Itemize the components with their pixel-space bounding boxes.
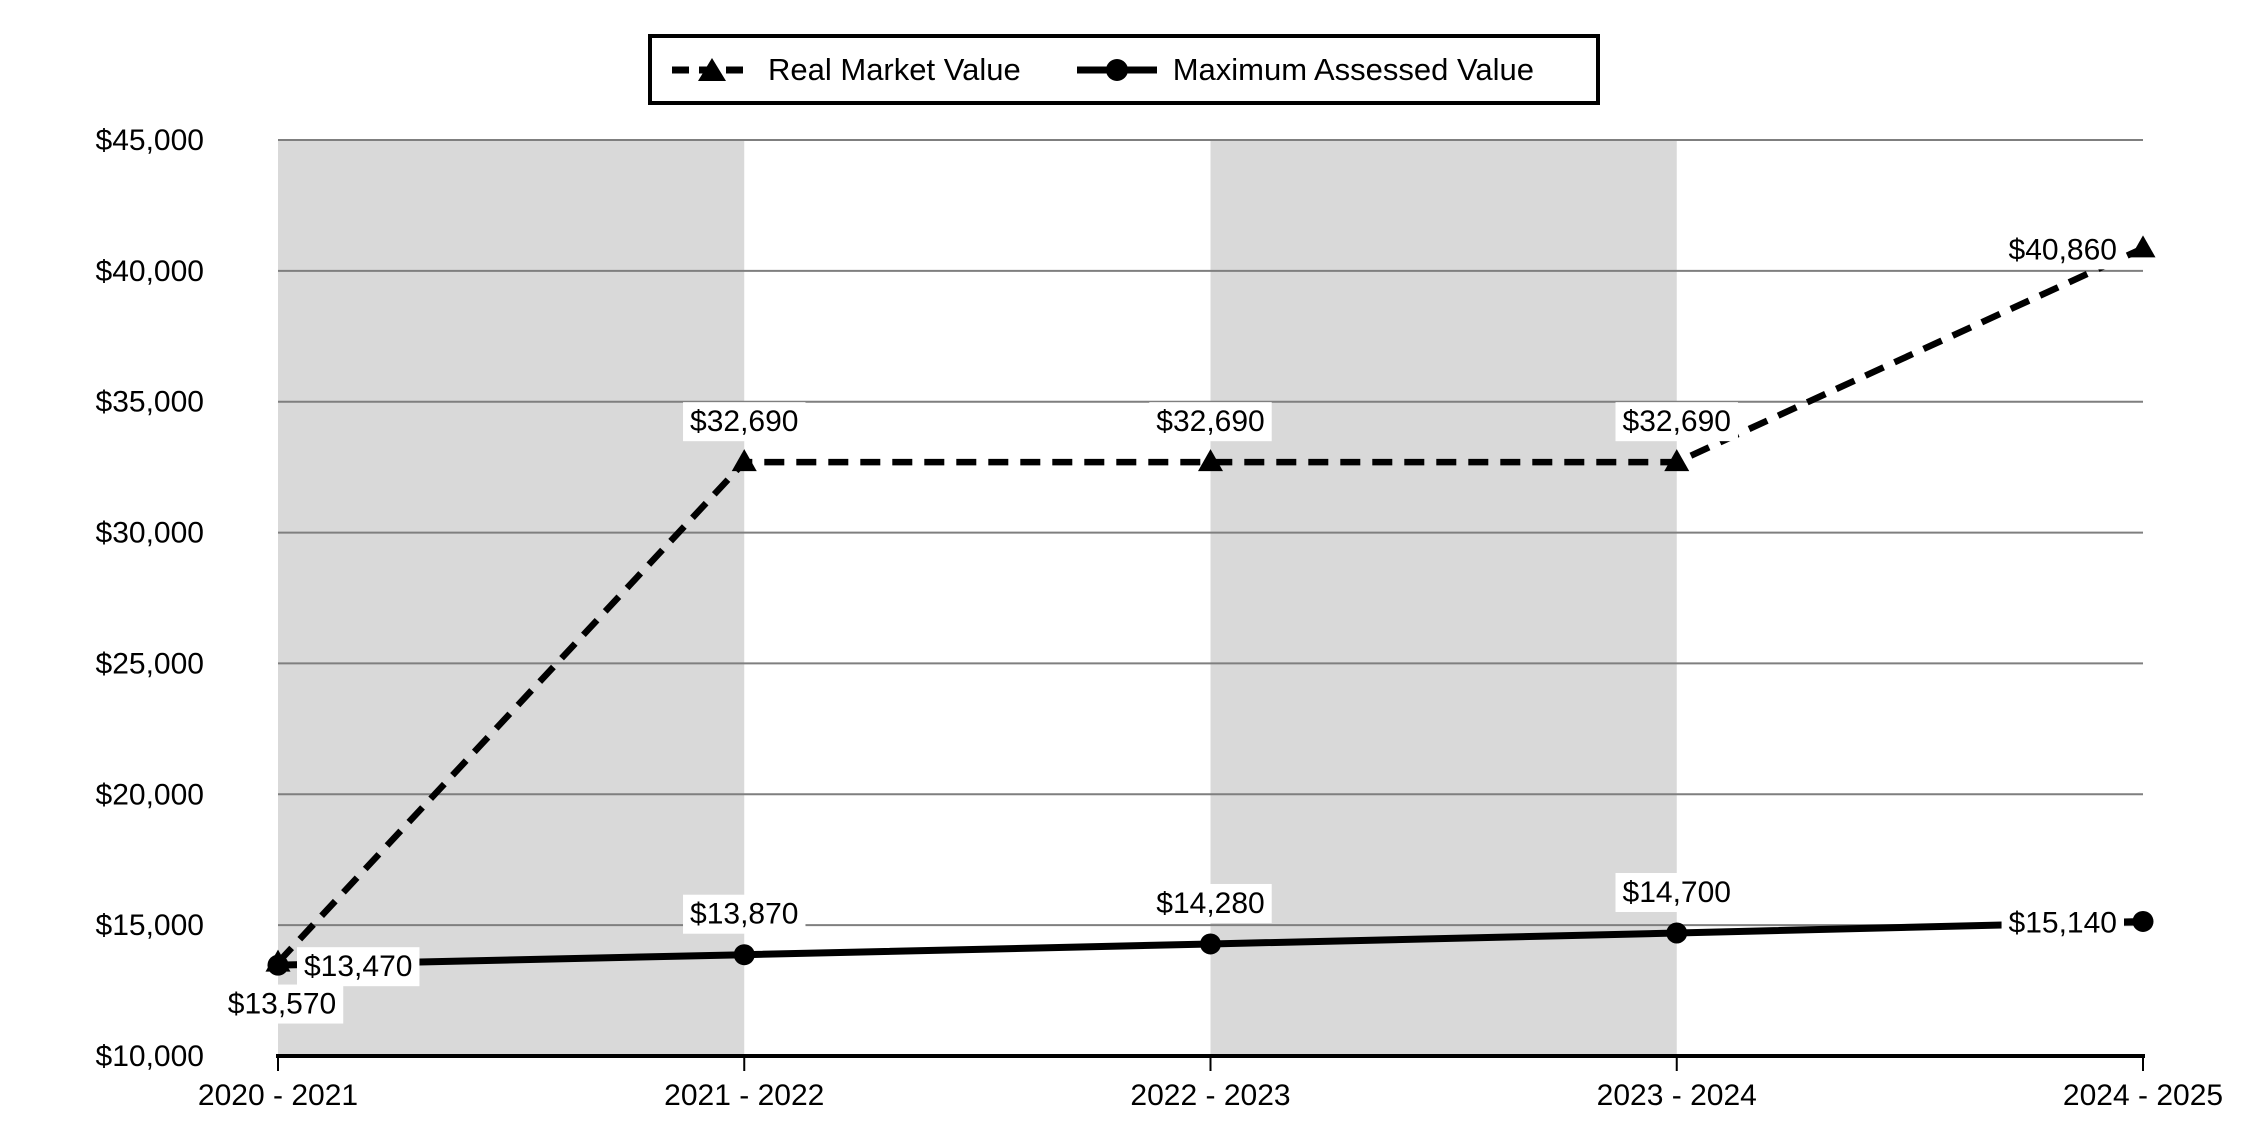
triangle-marker	[2130, 235, 2156, 258]
line-real-market-value	[275, 245, 2145, 965]
data-label-background	[297, 947, 420, 987]
y-tick-label: $15,000	[96, 909, 204, 942]
circle-marker	[2132, 910, 2154, 932]
y-tick-label: $30,000	[96, 517, 204, 550]
legend-label-maximum-assessed-value: Maximum Assessed Value	[1172, 51, 1534, 87]
x-tick-label: 2024 - 2025	[2063, 1079, 2223, 1112]
circle-marker	[1200, 933, 1221, 955]
y-tick-label: $45,000	[96, 124, 204, 157]
x-tick-label: 2022 - 2023	[1130, 1079, 1290, 1112]
legend-item-maximum-assessed-value: Maximum Assessed Value	[1076, 51, 1534, 88]
legend-label-real-market-value: Real Market Value	[768, 51, 1021, 87]
data-label-background	[683, 402, 806, 442]
data-label-background	[220, 984, 344, 1024]
x-axis-labels: 2020 - 2021 2021 - 2022 2022 - 2023 2023 - …	[198, 1079, 2223, 1112]
data-label: $15,140	[2009, 906, 2117, 939]
data-label: $32,690	[1156, 405, 1264, 438]
y-tick-label: $25,000	[96, 647, 204, 680]
y-tick-label: $40,000	[96, 255, 204, 288]
circle-marker	[1666, 922, 1688, 944]
triangle-marker	[731, 449, 757, 472]
data-label-background	[2001, 230, 2124, 270]
y-tick-label: $35,000	[96, 386, 204, 419]
x-axis	[276, 1054, 2145, 1071]
solid-circle-line-icon	[1076, 58, 1157, 81]
data-label: $13,870	[690, 898, 798, 931]
series-markers	[265, 235, 2156, 976]
data-label-background	[1615, 872, 1738, 912]
data-label: $13,470	[304, 950, 412, 983]
data-label: $32,690	[690, 405, 798, 438]
data-label-background	[683, 894, 806, 934]
data-label: $13,570	[228, 988, 336, 1021]
data-label-background	[1149, 402, 1272, 442]
dashed-triangle-line-icon	[672, 57, 752, 81]
data-label: $14,700	[1623, 876, 1731, 909]
y-tick-label: $10,000	[96, 1040, 204, 1073]
legend: Real Market Value Maximum Assessed Value	[648, 34, 1600, 105]
gridlines	[278, 139, 2143, 927]
data-label-background	[2001, 903, 2124, 943]
data-label-background	[1615, 402, 1738, 442]
circle-marker	[733, 944, 755, 966]
legend-item-real-market-value: Real Market Value	[672, 52, 1021, 88]
circle-marker	[267, 954, 289, 976]
triangle-marker	[1664, 449, 1690, 472]
y-axis-labels: $45,000 $40,000 $35,000 $30,000 $25,000 $20,0…	[96, 124, 204, 1073]
y-tick-label: $20,000	[96, 778, 204, 811]
data-label: $40,860	[2009, 233, 2117, 266]
data-labels: $13,570 $32,690 $32,690 $32,690 $40,860 $13,4…	[220, 230, 2124, 1024]
triangle-marker	[1198, 449, 1223, 472]
plot-bands	[278, 140, 1677, 1056]
x-tick-label: 2020 - 2021	[198, 1079, 358, 1112]
data-label: $32,690	[1623, 405, 1731, 438]
data-label: $14,280	[1156, 887, 1264, 920]
data-label-background	[1149, 883, 1272, 923]
x-tick-label: 2021 - 2022	[664, 1079, 824, 1112]
x-tick-label: 2023 - 2024	[1597, 1079, 1757, 1112]
